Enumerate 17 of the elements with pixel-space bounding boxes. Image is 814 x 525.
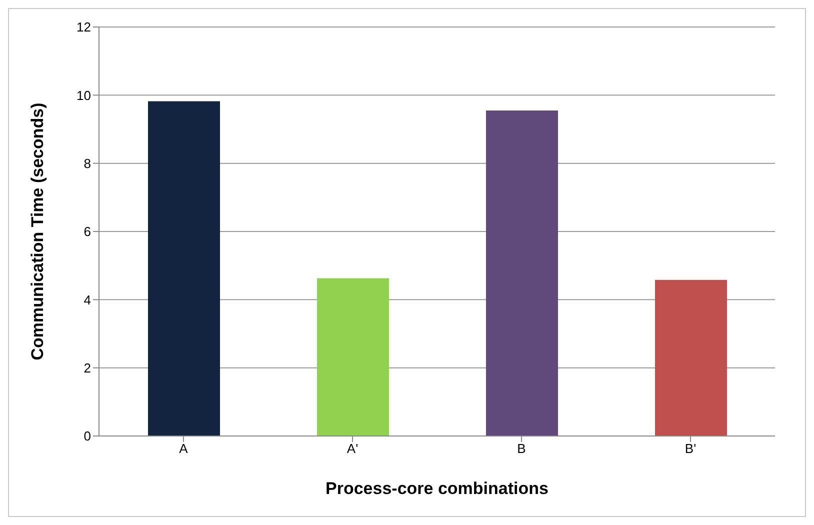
bar [655, 280, 727, 436]
y-tick-label: 6 [84, 224, 91, 240]
bar [317, 278, 389, 436]
x-tick-label: A [179, 441, 188, 456]
y-tick-label: 12 [76, 20, 91, 35]
y-tick-label: 0 [84, 428, 91, 444]
y-axis-title: Communication Time (seconds) [28, 102, 48, 360]
bar [486, 110, 558, 436]
y-tick-label: 4 [84, 292, 91, 308]
x-axis-title: Process-core combinations [326, 479, 548, 498]
y-tick-label: 2 [84, 360, 91, 376]
x-tick-label: B [517, 441, 526, 456]
y-tick-label: 10 [76, 88, 91, 103]
y-tick-label: 8 [84, 156, 91, 171]
x-tick-label: B' [684, 441, 696, 456]
x-tick-label: A' [346, 441, 358, 456]
bar [148, 101, 220, 436]
